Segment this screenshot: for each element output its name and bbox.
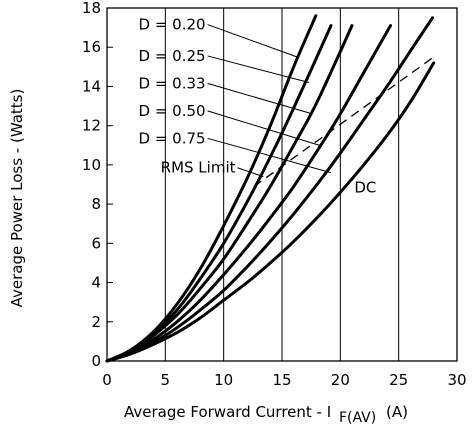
series-curve-d-0-33 bbox=[105, 24, 354, 363]
y-tick-label-12: 12 bbox=[82, 117, 101, 135]
leader-d-0-75 bbox=[207, 137, 332, 174]
y-tick-label-18: 18 bbox=[82, 0, 101, 17]
label-d-0-75: D = 0.75 bbox=[139, 129, 206, 147]
leader-rms-limit bbox=[237, 167, 264, 178]
x-axis-title: Average Forward Current - I F(AV) (A) bbox=[124, 403, 408, 426]
plot-frame bbox=[106, 7, 458, 362]
x-axis-title-subscript: F(AV) bbox=[339, 410, 376, 426]
label-d-0-20: D = 0.20 bbox=[139, 16, 206, 34]
y-tick-label-16: 16 bbox=[82, 38, 101, 56]
y-tick-label-10: 10 bbox=[82, 156, 101, 174]
y-axis-title: Average Power Loss - (Watts) bbox=[8, 89, 26, 308]
x-tick-label-15: 15 bbox=[272, 371, 291, 389]
label-rms-limit: RMS Limit bbox=[161, 159, 236, 177]
leader-d-0-20 bbox=[207, 24, 298, 58]
rms-limit-line bbox=[253, 56, 435, 187]
label-dc: DC bbox=[354, 178, 376, 196]
y-tick-label-6: 6 bbox=[91, 234, 101, 252]
leader-d-0-33 bbox=[207, 82, 313, 115]
series-curve-dc bbox=[105, 61, 436, 363]
y-tick-label-2: 2 bbox=[91, 313, 101, 331]
label-d-0-25: D = 0.25 bbox=[139, 47, 206, 65]
y-tick-label-4: 4 bbox=[91, 274, 101, 292]
series-labels: D = 0.20 D = 0.25 D = 0.33 D = 0.50 D = 0.75… bbox=[139, 16, 377, 197]
y-tick-label-8: 8 bbox=[91, 195, 101, 213]
label-d-0-33: D = 0.33 bbox=[139, 74, 206, 92]
x-axis-title-main: Average Forward Current - I bbox=[124, 403, 331, 421]
series-curve-d-0-50 bbox=[105, 24, 392, 363]
x-tick-label-0: 0 bbox=[102, 371, 112, 389]
label-leader-lines bbox=[207, 24, 332, 178]
y-tick-label-14: 14 bbox=[82, 77, 101, 95]
x-tick-label-10: 10 bbox=[214, 371, 233, 389]
x-tick-labels: 0 5 10 15 20 25 30 bbox=[102, 371, 466, 389]
y-tick-label-0: 0 bbox=[91, 352, 101, 370]
series-curves bbox=[105, 14, 436, 363]
x-tick-label-30: 30 bbox=[447, 371, 466, 389]
leader-d-0-50 bbox=[207, 110, 320, 146]
x-tick-label-25: 25 bbox=[389, 371, 408, 389]
y-tick-labels: 0 2 4 6 8 10 12 14 16 18 bbox=[82, 0, 113, 370]
x-axis-title-unit: (A) bbox=[386, 403, 408, 421]
x-tick-label-5: 5 bbox=[161, 371, 171, 389]
leader-d-0-25 bbox=[207, 55, 309, 84]
label-d-0-50: D = 0.50 bbox=[139, 102, 206, 120]
x-tick-label-20: 20 bbox=[331, 371, 350, 389]
